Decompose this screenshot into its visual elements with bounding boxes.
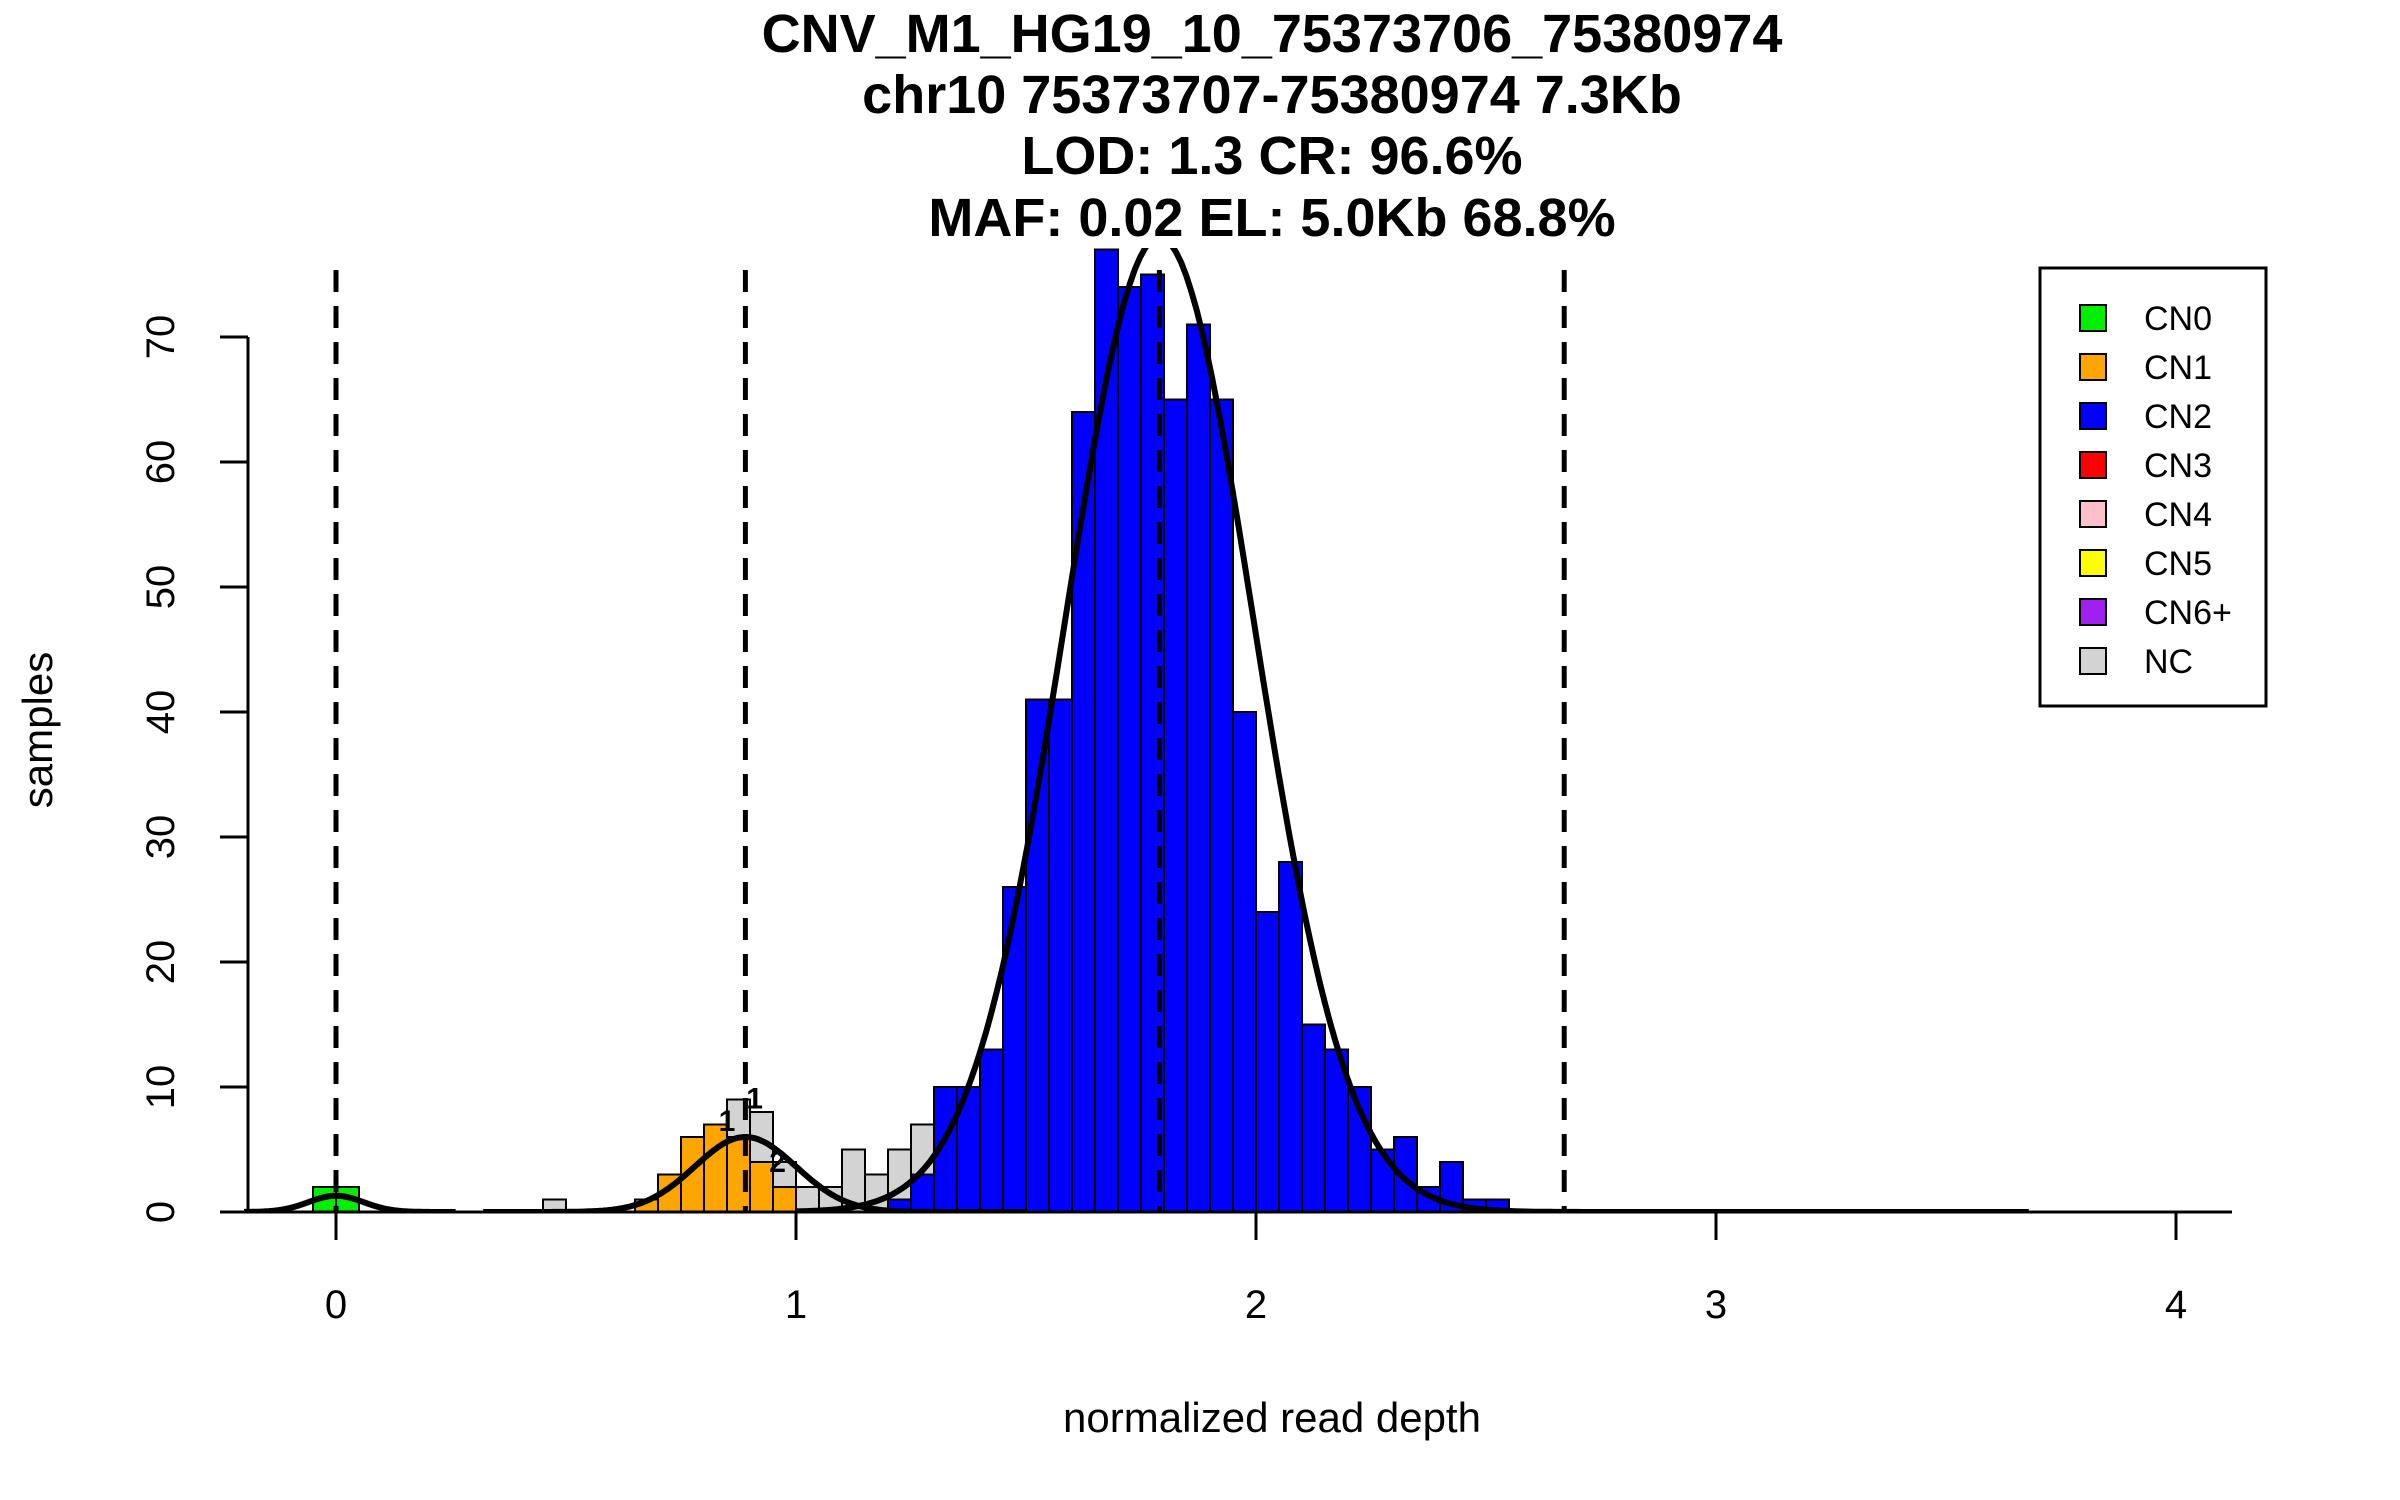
bar-cn2-10 — [1117, 286, 1142, 1212]
bin-annotations: 112 — [719, 1082, 786, 1179]
legend-label-cn1: CN1 — [2144, 349, 2212, 387]
bar-nc-0 — [542, 1198, 567, 1212]
bar-cn2-22 — [1393, 1136, 1418, 1212]
histogram-bars — [312, 248, 2029, 1212]
title-line-4: MAF: 0.02 EL: 5.0Kb 68.8% — [928, 188, 1615, 248]
legend-swatch-nc — [2079, 647, 2107, 675]
y-tick-label-30: 30 — [139, 815, 183, 860]
bar-cn2-16 — [1255, 911, 1280, 1212]
y-tick-label-70: 70 — [139, 315, 183, 360]
threshold-lines — [333, 270, 1567, 1212]
y-tick-label-10: 10 — [139, 1065, 183, 1110]
chart-title: CNV_M1_HG19_10_75373706_75380974 chr10 7… — [762, 4, 1783, 248]
bar-cn2-13 — [1186, 323, 1211, 1212]
legend-label-cn5: CN5 — [2144, 545, 2212, 583]
bar-cn2-12 — [1163, 398, 1188, 1212]
x-tick-label-2: 2 — [1245, 1283, 1267, 1327]
bar-cn2-5 — [1002, 886, 1027, 1212]
legend-swatch-cn5 — [2079, 549, 2107, 577]
annotation-2: 1 — [746, 1082, 763, 1115]
x-axis-label: normalized read depth — [1063, 1394, 1481, 1441]
y-tick-label-0: 0 — [139, 1201, 183, 1223]
legend-swatch-cn6+ — [2079, 598, 2107, 626]
title-line-1: CNV_M1_HG19_10_75373706_75380974 — [762, 4, 1783, 64]
legend: CN0 CN1 CN2 CN3 CN4 CN5 CN6+ NC — [2038, 266, 2268, 708]
bar-cn2-8 — [1071, 411, 1096, 1212]
x-tick-label-3: 3 — [1705, 1283, 1727, 1327]
legend-label-cn0: CN0 — [2144, 300, 2212, 338]
legend-swatch-cn3 — [2079, 451, 2107, 479]
legend-swatch-cn0 — [2079, 304, 2107, 332]
bar-cn2-7 — [1048, 698, 1073, 1212]
bar-cn1-6 — [772, 1186, 797, 1212]
bar-cn2-17 — [1278, 861, 1303, 1212]
bar-cn2-4 — [979, 1048, 1004, 1212]
legend-label-cn6+: CN6+ — [2144, 594, 2232, 632]
legend-swatch-cn2 — [2079, 402, 2107, 430]
bar-cn2-15 — [1232, 711, 1257, 1212]
x-tick-label-1: 1 — [785, 1283, 807, 1327]
annotation-3: 2 — [769, 1146, 786, 1179]
y-tick-label-50: 50 — [139, 565, 183, 610]
bar-cn2-14 — [1209, 398, 1234, 1212]
y-tick-label-60: 60 — [139, 440, 183, 485]
legend-label-cn4: CN4 — [2144, 496, 2212, 534]
density-curve-3 — [795, 248, 2029, 1212]
y-tick-label-40: 40 — [139, 690, 183, 735]
y-tick-label-20: 20 — [139, 940, 183, 985]
legend-label-cn3: CN3 — [2144, 447, 2212, 485]
x-tick-label-4: 4 — [2165, 1283, 2187, 1327]
bar-cn2-18 — [1301, 1023, 1326, 1212]
title-line-2: chr10 75373707-75380974 7.3Kb — [862, 65, 1682, 125]
y-axis-label: samples — [14, 652, 61, 808]
legend-swatch-cn1 — [2079, 353, 2107, 381]
legend-label-nc: NC — [2144, 643, 2193, 681]
legend-swatch-cn4 — [2079, 500, 2107, 528]
title-line-3: LOD: 1.3 CR: 96.6% — [1021, 126, 1522, 186]
x-tick-label-0: 0 — [325, 1283, 347, 1327]
annotation-1: 1 — [719, 1105, 736, 1138]
legend-label-cn2: CN2 — [2144, 398, 2212, 436]
legend-box — [2038, 266, 2268, 708]
